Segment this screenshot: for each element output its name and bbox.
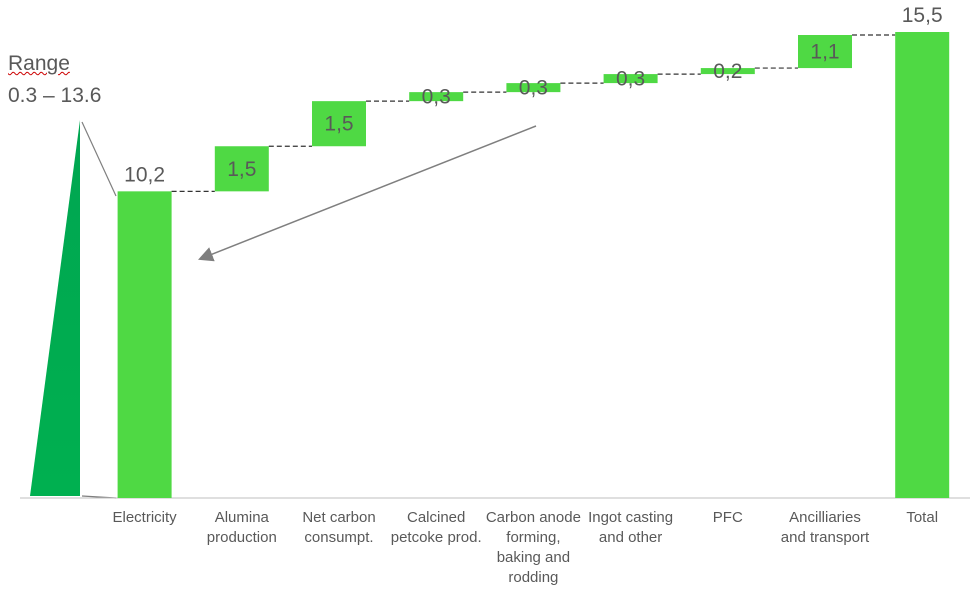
x-tick-label: Electricity xyxy=(112,509,177,526)
arrow xyxy=(198,125,537,262)
value-label: 15,5 xyxy=(902,4,943,27)
x-tick-label: Calcined petcoke prod. xyxy=(390,509,482,546)
bar xyxy=(117,191,172,499)
value-label: 10,2 xyxy=(124,163,165,186)
x-tick-label: Ancilliaries and transport xyxy=(780,509,870,546)
x-tick-label: PFC xyxy=(712,509,743,526)
bar xyxy=(895,32,950,498)
bar xyxy=(312,101,366,147)
range-triangle xyxy=(30,120,80,496)
bar xyxy=(214,146,269,192)
bar xyxy=(603,74,658,84)
x-tick-label: Carbon anode forming, baking and rodding xyxy=(485,509,581,586)
range-connector xyxy=(81,121,117,197)
bar xyxy=(700,68,755,75)
value-label: 0,3 xyxy=(519,77,548,100)
value-label: 0,3 xyxy=(616,68,645,91)
value-label: 0,2 xyxy=(713,60,742,83)
annotation: Range xyxy=(8,52,70,75)
value-label: 1,5 xyxy=(324,113,353,136)
value-label: 1,1 xyxy=(810,41,839,64)
bar xyxy=(798,35,852,69)
bar xyxy=(409,92,464,102)
value-label: 1,5 xyxy=(227,158,256,181)
x-tick-label: Ingot casting and other xyxy=(588,509,674,546)
x-tick-label: Alumina production xyxy=(206,509,277,546)
x-tick-label: Net carbon consumpt. xyxy=(302,509,376,546)
value-label: 0,3 xyxy=(422,86,451,109)
bar xyxy=(506,83,561,93)
annotation: 0.3 – 13.6 xyxy=(8,84,102,107)
x-tick-label: Total xyxy=(906,509,939,526)
